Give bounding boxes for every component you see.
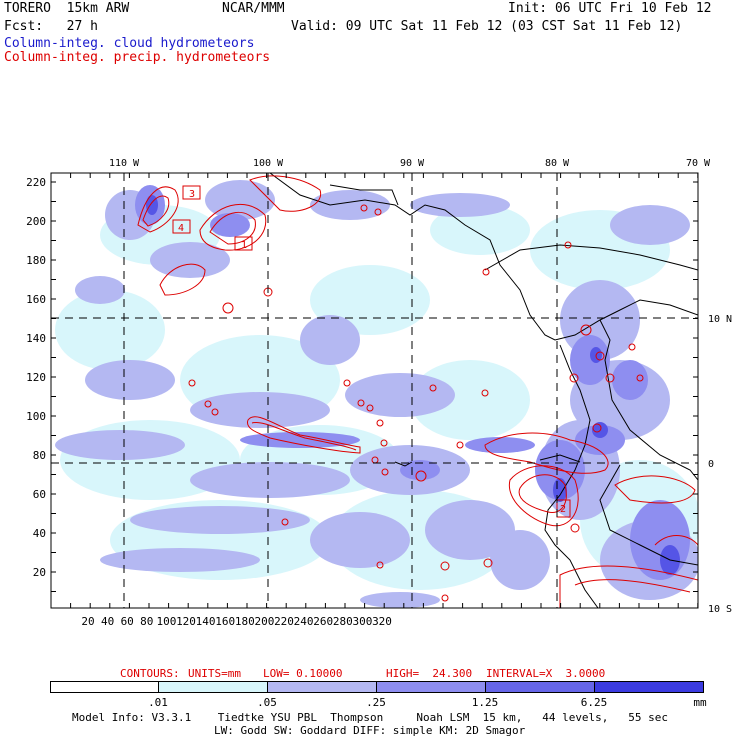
- graticule: [51, 173, 698, 608]
- colorbar-label-001: .01: [148, 696, 168, 709]
- x-tick-label: 180: [235, 615, 255, 628]
- colorbar-label-025: .25: [366, 696, 386, 709]
- colorbar-label-005: .05: [257, 696, 277, 709]
- lon-label-100w: 100 W: [253, 158, 284, 169]
- legend-precip: Column-integ. precip. hydrometeors: [4, 50, 271, 65]
- colorbar-segment: [594, 681, 704, 693]
- model-title: TORERO 15km ARW: [4, 1, 130, 16]
- contours-title: CONTOURS:: [120, 667, 180, 680]
- box-label-1: 1: [241, 240, 247, 251]
- y-tick-label: 60: [33, 488, 46, 501]
- lon-label-70w: 70 W: [686, 158, 711, 169]
- lat-label-10n: 10 N: [708, 314, 732, 325]
- plot-frame: [50, 172, 699, 609]
- colorbar-segment: [376, 681, 486, 693]
- lat-label-0: 0: [708, 459, 714, 470]
- x-tick-label: 20: [81, 615, 94, 628]
- x-tick-label: 240: [294, 615, 314, 628]
- x-tick-label: 100: [156, 615, 176, 628]
- legend-cloud: Column-integ. cloud hydrometeors: [4, 36, 255, 51]
- y-tick-label: 200: [26, 215, 46, 228]
- x-tick-label: 160: [215, 615, 235, 628]
- y-tick-label: 140: [26, 332, 46, 345]
- y-tick-label: 80: [33, 449, 46, 462]
- colorbar-label-125: 1.25: [471, 696, 499, 709]
- colorbar-label-625: 6.25: [580, 696, 608, 709]
- x-tick-label: 260: [313, 615, 333, 628]
- x-tick-label: 60: [121, 615, 134, 628]
- y-tick-label: 20: [33, 566, 46, 579]
- y-tick-label: 220: [26, 176, 46, 189]
- model-info: Model Info: V3.3.1 Tiedtke YSU PBL Thomp…: [72, 711, 669, 724]
- contours-units: UNITS=mm: [188, 667, 241, 680]
- cloud-fields: [51, 173, 698, 608]
- x-tick-label: 280: [333, 615, 353, 628]
- x-tick-label: 300: [352, 615, 372, 628]
- x-tick-label: 80: [140, 615, 153, 628]
- init-time: Init: 06 UTC Fri 10 Feb 12: [508, 1, 712, 16]
- box-2: [556, 499, 571, 518]
- colorbar-units: mm: [693, 696, 707, 709]
- contours-interval: INTERVAL=X 3.0000: [486, 667, 606, 680]
- lon-label-110w: 110 W: [109, 158, 140, 169]
- model-physics: LW: Godd SW: Goddard DIFF: simple KM: 2D…: [214, 724, 526, 737]
- forecast-hour: Fcst: 27 h: [4, 19, 98, 34]
- box-1: [234, 236, 253, 251]
- box-label-4: 4: [178, 223, 184, 234]
- domain-boxes: [172, 185, 571, 518]
- x-tick-label: 140: [196, 615, 216, 628]
- box-label-2: 2: [560, 504, 566, 515]
- contours-high: HIGH= 24.300: [386, 667, 473, 680]
- box-4: [172, 219, 191, 234]
- x-tick-label: 120: [176, 615, 196, 628]
- y-tick-label: 120: [26, 371, 46, 384]
- x-tick-label: 40: [101, 615, 114, 628]
- colorbar-segment: [267, 681, 377, 693]
- center-label: NCAR/MMM: [222, 1, 285, 16]
- y-tick-label: 40: [33, 527, 46, 540]
- contours-low: LOW= 0.10000: [263, 667, 343, 680]
- lat-label-10s: 10 S: [708, 604, 732, 615]
- colorbar-segment: [158, 681, 268, 693]
- colorbar-segment: [50, 681, 159, 693]
- coastlines: [269, 173, 698, 608]
- x-tick-label: 320: [372, 615, 392, 628]
- lon-label-80w: 80 W: [545, 158, 570, 169]
- y-tick-label: 160: [26, 293, 46, 306]
- colorbar-segment: [485, 681, 595, 693]
- y-tick-label: 180: [26, 254, 46, 267]
- box-3: [182, 185, 201, 200]
- valid-time: Valid: 09 UTC Sat 11 Feb 12 (03 CST Sat …: [291, 19, 683, 34]
- box-label-3: 3: [189, 189, 195, 200]
- precip-contours: [137, 175, 698, 608]
- x-tick-label: 220: [274, 615, 294, 628]
- y-tick-label: 100: [26, 410, 46, 423]
- x-tick-label: 200: [254, 615, 274, 628]
- map-figure: 3 4 1 2 110 W 100 W 90 W 80 W 70 W 10 N …: [26, 158, 732, 628]
- tick-marks: [50, 173, 699, 608]
- lon-label-90w: 90 W: [400, 158, 425, 169]
